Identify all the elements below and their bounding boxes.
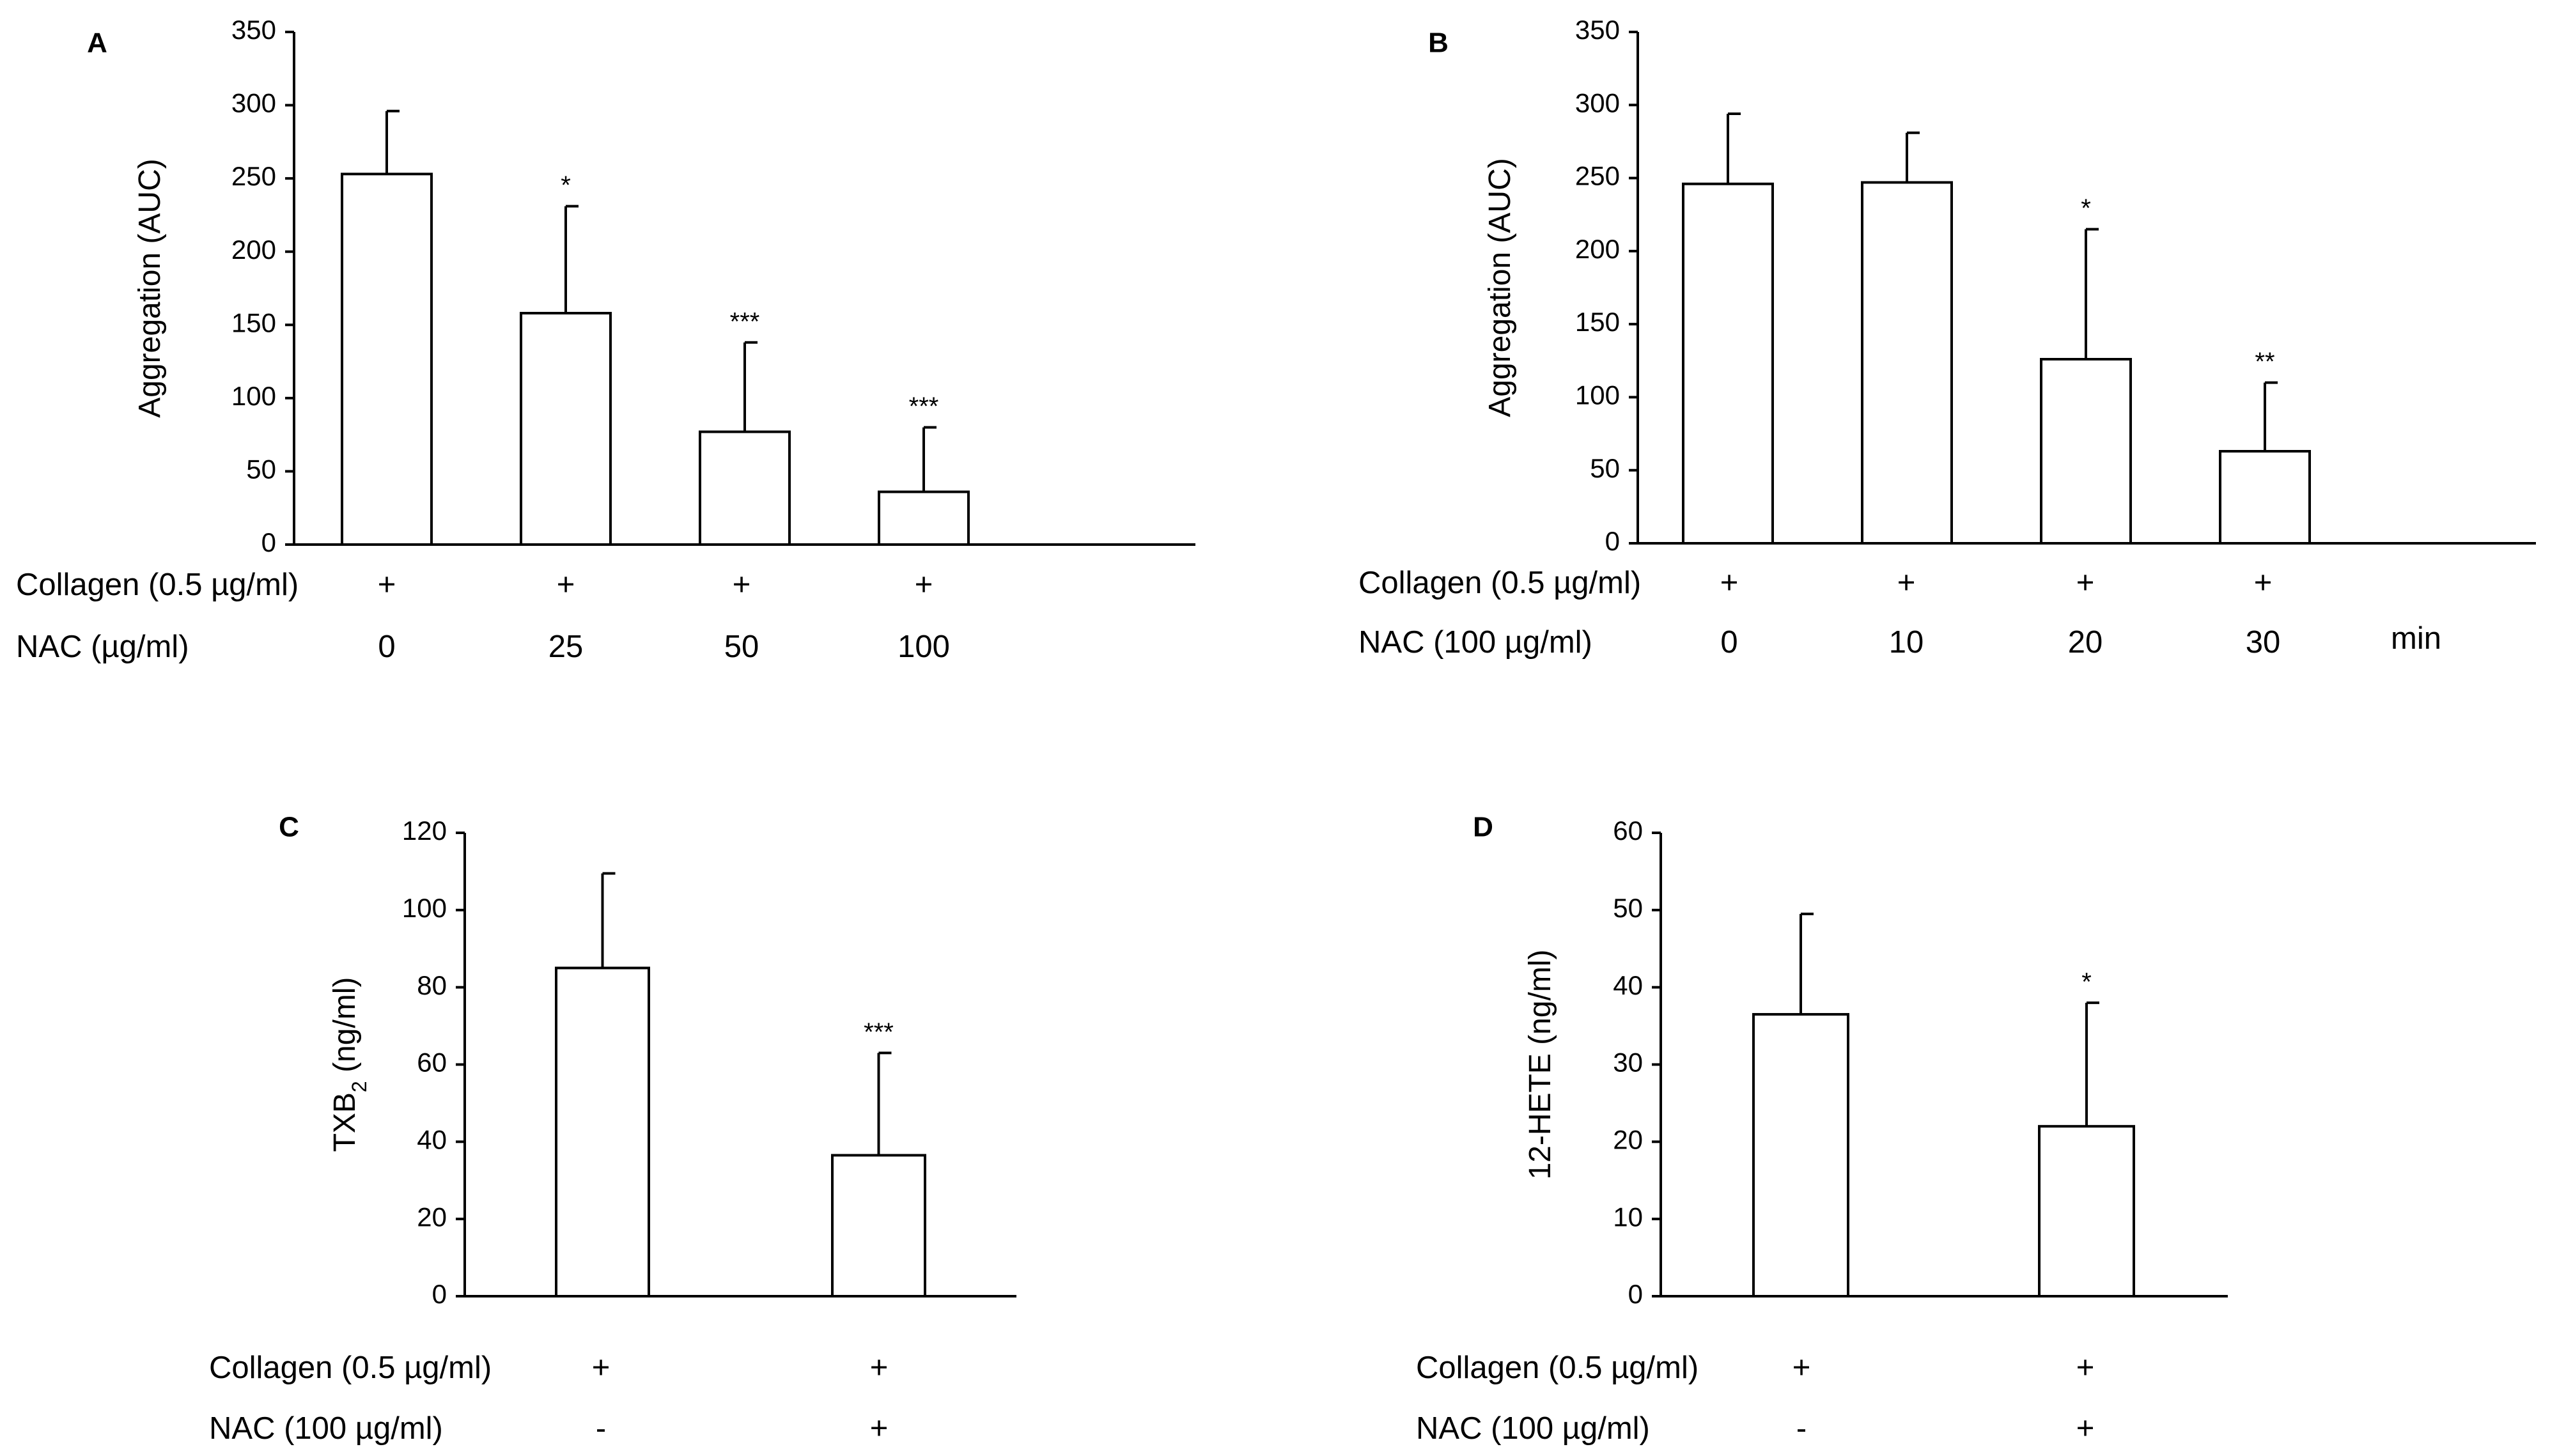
panel-b-condition-value: + — [2076, 566, 2095, 600]
panel-c: C 0 20 40 60 80 100 120 TXB2 (ng/ml) *** Collagen … — [209, 812, 1016, 1446]
panel-b-y-tick-label: 100 — [1575, 380, 1620, 410]
panel-c-condition-label-2: NAC (100 µg/ml) — [209, 1411, 443, 1446]
panel-b-letter: B — [1428, 27, 1449, 59]
panel-a-y-tick-label: 300 — [231, 88, 276, 118]
panel-c-condition-value: - — [596, 1411, 606, 1446]
panel-b-condition-value: + — [1720, 566, 1739, 600]
panel-c-y-tick-label: 120 — [402, 816, 447, 846]
panel-a-y-tick-label: 150 — [231, 307, 276, 337]
panel-b-y-tick-label: 350 — [1575, 15, 1620, 45]
panel-b-y-tick-label: 0 — [1605, 526, 1620, 556]
panel-a-condition-value: + — [733, 568, 751, 602]
panel-a-y-tick-label: 0 — [261, 527, 276, 557]
panel-c-y-tick-label: 40 — [417, 1124, 447, 1154]
panel-c-significance-2: *** — [864, 1018, 894, 1046]
panel-d-condition-value: + — [1792, 1351, 1811, 1385]
panel-d-y-tick-label: 10 — [1613, 1202, 1643, 1232]
panel-b-condition-label-2: NAC (100 µg/ml) — [1358, 625, 1592, 660]
panel-b-y-tick-label: 200 — [1575, 234, 1620, 264]
panel-a-condition-value: 50 — [724, 630, 759, 664]
panel-a-y-tick-label: 50 — [246, 454, 276, 484]
panel-a-significance-3: *** — [730, 307, 760, 336]
panel-a-bar-2 — [520, 311, 612, 546]
panel-c-bar-1 — [555, 966, 650, 1298]
panel-c-condition-value: + — [870, 1351, 889, 1385]
panel-b-bar-4 — [2219, 450, 2311, 545]
panel-a-condition-value: + — [378, 568, 396, 602]
panel-a-y-tick-label: 100 — [231, 381, 276, 411]
panel-c-y-tick-label: 80 — [417, 970, 447, 1000]
panel-a-condition-value: + — [915, 568, 933, 602]
panel-a-condition-value: 100 — [898, 630, 950, 664]
panel-a-y-tick-label: 200 — [231, 235, 276, 265]
panel-b-condition-value: 20 — [2068, 625, 2103, 660]
panel-a-bar-4 — [878, 490, 970, 546]
panel-d-letter: D — [1473, 812, 1493, 843]
panel-b-condition-value: 30 — [2246, 625, 2281, 660]
panel-a-letter: A — [87, 27, 107, 59]
panel-b-bar-1 — [1682, 182, 1774, 545]
panel-b-unit-note: min — [2391, 621, 2441, 656]
panel-b-significance-3: * — [2081, 194, 2091, 222]
panel-a-y-tick-label: 350 — [231, 15, 276, 45]
panel-c-y-tick-label: 0 — [432, 1279, 447, 1309]
panel-b-y-tick-label: 50 — [1590, 453, 1620, 483]
panel-d-bar-2 — [2038, 1125, 2135, 1297]
panel-a-condition-value: + — [557, 568, 575, 602]
panel-a-condition-value: 0 — [378, 630, 395, 664]
panel-d-y-tick-label: 30 — [1613, 1048, 1643, 1078]
panel-b-bar-3 — [2040, 358, 2132, 545]
panel-b-y-tick-label: 300 — [1575, 88, 1620, 118]
panel-a-condition-label-2: NAC (µg/ml) — [16, 630, 189, 664]
panel-d-y-tick-label: 50 — [1613, 893, 1643, 923]
panel-b-condition-label-1: Collagen (0.5 µg/ml) — [1358, 566, 1641, 600]
panel-a-significance-2: * — [561, 171, 571, 199]
panel-b-y-tick-label: 150 — [1575, 307, 1620, 337]
panel-b-bar-2 — [1861, 181, 1953, 545]
panel-a-condition-label-1: Collagen (0.5 µg/ml) — [16, 568, 299, 602]
panel-a-significance-4: *** — [909, 392, 939, 421]
panel-d-y-tick-label: 60 — [1613, 816, 1643, 846]
panel-c-y-tick-label: 60 — [417, 1048, 447, 1078]
panel-b-y-axis-label: Aggregation (AUC) — [1483, 158, 1517, 417]
panel-b-condition-value: + — [1897, 566, 1916, 600]
panel-d-bar-1 — [1752, 1012, 1849, 1298]
panel-c-condition-label-1: Collagen (0.5 µg/ml) — [209, 1351, 492, 1385]
panel-d: D 0 10 20 30 40 50 60 12-HETE (ng/ml) * Collagen (… — [1416, 812, 2228, 1446]
panel-c-condition-value: + — [870, 1411, 889, 1446]
panel-c-condition-value: + — [592, 1351, 610, 1385]
panel-d-y-tick-label: 20 — [1613, 1124, 1643, 1154]
panel-d-condition-label-2: NAC (100 µg/ml) — [1416, 1411, 1650, 1446]
panel-b-condition-value: 0 — [1720, 625, 1738, 660]
panel-b-y-tick-label: 250 — [1575, 161, 1620, 191]
panel-d-condition-value: - — [1796, 1411, 1807, 1446]
panel-a-bar-3 — [699, 430, 791, 546]
panel-d-y-axis-label: 12-HETE (ng/ml) — [1523, 949, 1557, 1179]
panel-d-significance-2: * — [2081, 968, 2092, 996]
panel-b-significance-4: ** — [2255, 348, 2274, 376]
panel-d-condition-value: + — [2076, 1351, 2095, 1385]
panel-b-condition-value: + — [2254, 566, 2273, 600]
panel-a-y-axis-label: Aggregation (AUC) — [133, 159, 167, 418]
panel-c-y-tick-label: 100 — [402, 893, 447, 923]
panel-a-bar-1 — [341, 173, 433, 546]
panel-d-condition-label-1: Collagen (0.5 µg/ml) — [1416, 1351, 1699, 1385]
panel-b-condition-value: 10 — [1889, 625, 1924, 660]
panel-d-y-tick-label: 0 — [1628, 1279, 1643, 1309]
panel-d-y-tick-label: 40 — [1613, 970, 1643, 1000]
panel-d-condition-value: + — [2076, 1411, 2095, 1446]
panel-c-y-axis-label: TXB2 (ng/ml) — [328, 977, 371, 1152]
panel-c-y-tick-label: 20 — [417, 1202, 447, 1232]
panel-c-bar-2 — [831, 1154, 926, 1297]
panel-a-condition-value: 25 — [548, 630, 584, 664]
panel-c-letter: C — [279, 812, 299, 843]
panel-a-y-tick-label: 250 — [231, 161, 276, 191]
